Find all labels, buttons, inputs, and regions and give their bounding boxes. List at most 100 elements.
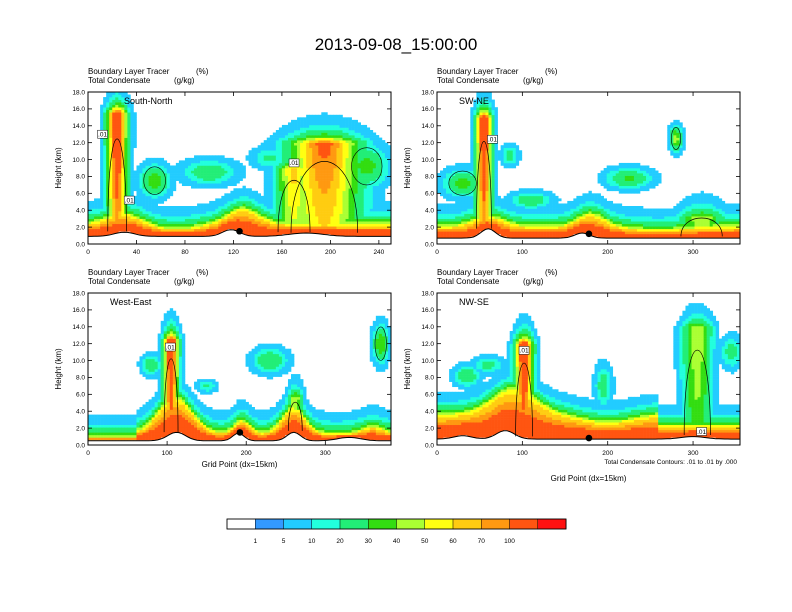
heatmap-cell [88,206,92,209]
heatmap-cell [124,127,128,131]
heatmap-cell [103,155,107,159]
heatmap-cell [461,206,465,209]
heatmap-cell [449,208,453,212]
heatmap-cell [178,233,183,237]
heatmap-cell [321,198,325,202]
heatmap-cell [491,216,495,219]
heatmap-cell [266,188,271,192]
heatmap-cell [242,200,246,204]
heatmap-cell [476,221,480,225]
heatmap-cell [500,218,504,222]
heatmap-cell [160,165,165,169]
heatmap-cell [540,188,544,192]
heatmap-cell [324,135,328,138]
heatmap-cell [336,188,340,192]
heatmap-cell [363,135,368,138]
heatmap-cell [536,190,541,194]
heatmap-cell [464,208,468,212]
heatmap-cell [476,213,480,217]
heatmap-cell [287,170,292,174]
heatmap-cell [479,178,483,181]
heatmap-cell [100,152,104,156]
heatmap-cell [172,211,177,214]
heatmap-cell [558,206,562,209]
heatmap-cell [257,200,262,204]
heatmap-cell [166,180,171,184]
heatmap-cell [357,180,361,184]
heatmap-cell [239,188,243,192]
heatmap-cell [330,198,334,202]
heatmap-cell [437,233,441,237]
heatmap-cell [503,231,507,235]
heatmap-cell [127,152,131,156]
contour-label-box [288,158,300,168]
heatmap-cell [485,102,489,105]
heatmap-cell [452,233,456,237]
heatmap-cell [124,165,128,169]
heatmap-cell [103,221,107,225]
heatmap-cell [194,170,198,174]
heatmap-cell [318,208,322,212]
heatmap-cell [342,200,346,204]
heatmap-cell [312,155,316,159]
heatmap-cell [136,223,140,227]
heatmap-cell [558,208,562,212]
heatmap-cell [148,162,152,166]
heatmap-cell [455,216,459,219]
heatmap-cell [351,233,355,237]
heatmap-cell [169,208,174,212]
heatmap-cell [443,223,447,227]
heatmap-cell [233,211,237,214]
heatmap-cell [521,188,526,192]
heatmap-cell [482,152,486,156]
heatmap-cell [218,231,222,235]
heatmap-cell [266,206,271,209]
heatmap-cell [112,109,116,113]
heatmap-cell [479,137,483,141]
heatmap-cell [339,216,343,219]
heatmap-cell [281,198,286,202]
heatmap-cell [272,233,277,237]
heatmap-cell [354,119,358,123]
heatmap-cell [315,114,319,118]
heatmap-cell [500,147,504,151]
heatmap-cell [318,130,322,133]
heatmap-cell [127,170,131,174]
heatmap-cell [488,168,492,171]
heatmap-cell [263,150,268,154]
heatmap-cell [130,165,134,169]
heatmap-cell [100,185,104,189]
heatmap-cell [100,231,104,235]
heatmap-cell [275,183,280,187]
heatmap-cell [297,213,301,217]
heatmap-cell [464,228,468,232]
heatmap-cell [470,221,474,225]
heatmap-cell [257,206,262,209]
heatmap-cell [333,193,337,197]
heatmap-cell [470,137,474,141]
heatmap-cell [321,157,325,161]
heatmap-cell [263,231,268,235]
heatmap-cell [497,228,501,232]
heatmap-cell [336,228,340,232]
heatmap-cell [278,216,283,219]
heatmap-cell [354,150,358,154]
heatmap-cell [169,233,174,237]
heatmap-cell [485,104,489,108]
heatmap-cell [318,228,322,232]
heatmap-cell [127,165,131,169]
heatmap-cell [109,117,113,121]
heatmap-cell [109,119,113,123]
heatmap-cell [363,190,368,194]
heatmap-cell [236,216,240,219]
heatmap-cell [236,165,240,169]
heatmap-cell [321,216,325,219]
heatmap-cell [375,142,380,146]
heatmap-cell [275,132,280,136]
heatmap-cell [321,135,325,138]
heatmap-cell [218,228,222,232]
heatmap-cell [378,218,383,222]
heatmap-cell [227,162,231,166]
heatmap-cell [446,195,450,199]
heatmap-cell [348,173,352,176]
